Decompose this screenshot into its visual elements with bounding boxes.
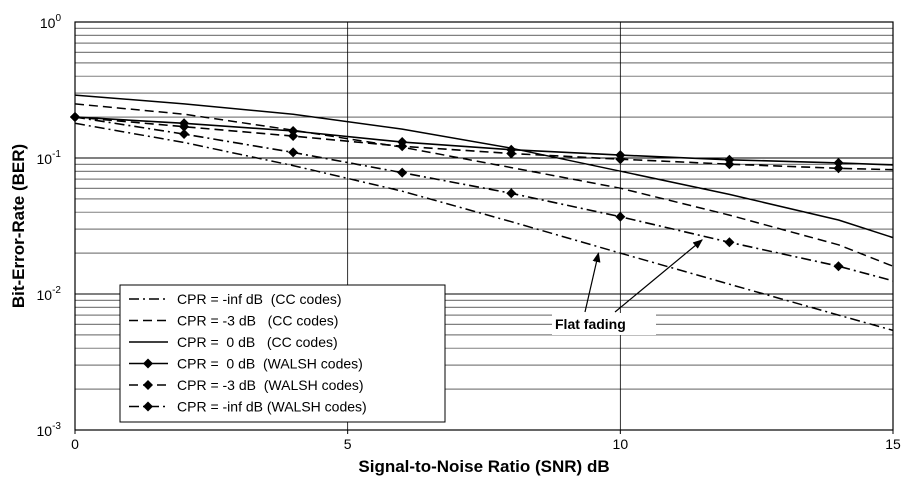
plot-frame <box>74 21 894 431</box>
x-tick-label: 10 <box>613 436 629 452</box>
legend-item: CPR = -3 dB (WALSH codes) <box>129 377 364 393</box>
legend-label: CPR = -3 dB (WALSH codes) <box>177 377 364 393</box>
diamond-marker <box>397 167 408 178</box>
diamond-marker <box>615 211 626 222</box>
series-3 <box>74 94 894 239</box>
x-tick-label: 15 <box>885 436 901 452</box>
legend-item: CPR = -3 dB (CC codes) <box>129 313 338 329</box>
annotations: Flat fading <box>552 239 703 335</box>
axes: 0 5 10 15 100 10-1 10-2 10-3 <box>37 13 901 452</box>
diamond-marker <box>724 159 735 170</box>
diamond-marker <box>70 112 80 123</box>
flat-fading-annotation: Flat fading <box>552 239 703 335</box>
diamond-marker <box>724 237 735 248</box>
y-tick-label: 10-2 <box>37 285 62 303</box>
diamond-marker <box>288 131 299 142</box>
y-axis-title: Bit-Error-Rate (BER) <box>9 144 28 308</box>
x-tick-label: 5 <box>344 436 352 452</box>
series-line <box>74 103 894 267</box>
diamond-marker <box>506 148 517 159</box>
annotation-background <box>552 313 656 335</box>
legend-box <box>119 284 446 423</box>
legend-item: CPR = -inf dB (CC codes) <box>129 291 342 307</box>
diamond-marker <box>143 358 153 369</box>
legend-label: CPR = -inf dB (CC codes) <box>177 291 342 307</box>
series-5 <box>70 112 894 174</box>
diamond-marker <box>506 188 517 199</box>
annotation-text: Flat fading <box>555 316 626 332</box>
legend-item: CPR = 0 dB (WALSH codes) <box>129 356 363 372</box>
diamond-marker <box>179 129 190 140</box>
series-4 <box>70 112 894 168</box>
diamond-marker <box>179 121 190 132</box>
diamond-marker <box>833 163 844 174</box>
annotation-arrow <box>614 239 703 313</box>
x-axis-title: Signal-to-Noise Ratio (SNR) dB <box>358 457 609 476</box>
diamond-marker <box>143 380 153 390</box>
y-tick-label: 100 <box>40 13 62 31</box>
legend-label: CPR = 0 dB (WALSH codes) <box>177 356 363 372</box>
legend-item: CPR = 0 dB (CC codes) <box>129 334 338 350</box>
series-1 <box>74 122 894 332</box>
diamond-marker <box>397 141 408 152</box>
series-line <box>74 122 894 332</box>
y-tick-label: 10-3 <box>37 421 62 439</box>
y-tick-label: 10-1 <box>37 149 62 167</box>
diamond-marker <box>833 157 844 168</box>
diamond-marker <box>288 125 299 136</box>
diamond-marker <box>143 401 153 412</box>
x-tick-label: 0 <box>71 436 79 452</box>
series-6 <box>70 112 894 282</box>
series-line <box>74 94 894 239</box>
series-group <box>70 94 894 332</box>
legend-label: CPR = 0 dB (CC codes) <box>177 334 338 350</box>
legend-label: CPR = -3 dB (CC codes) <box>177 313 338 329</box>
diamond-marker <box>833 261 844 272</box>
diamond-marker <box>615 154 626 165</box>
diamond-marker <box>288 147 299 158</box>
series-2 <box>74 103 894 267</box>
legend: CPR = -inf dB (CC codes) CPR = -3 dB (CC … <box>119 284 446 423</box>
legend-label: CPR = -inf dB (WALSH codes) <box>177 399 367 415</box>
annotation-arrow <box>584 252 601 313</box>
legend-item: CPR = -inf dB (WALSH codes) <box>129 399 367 415</box>
